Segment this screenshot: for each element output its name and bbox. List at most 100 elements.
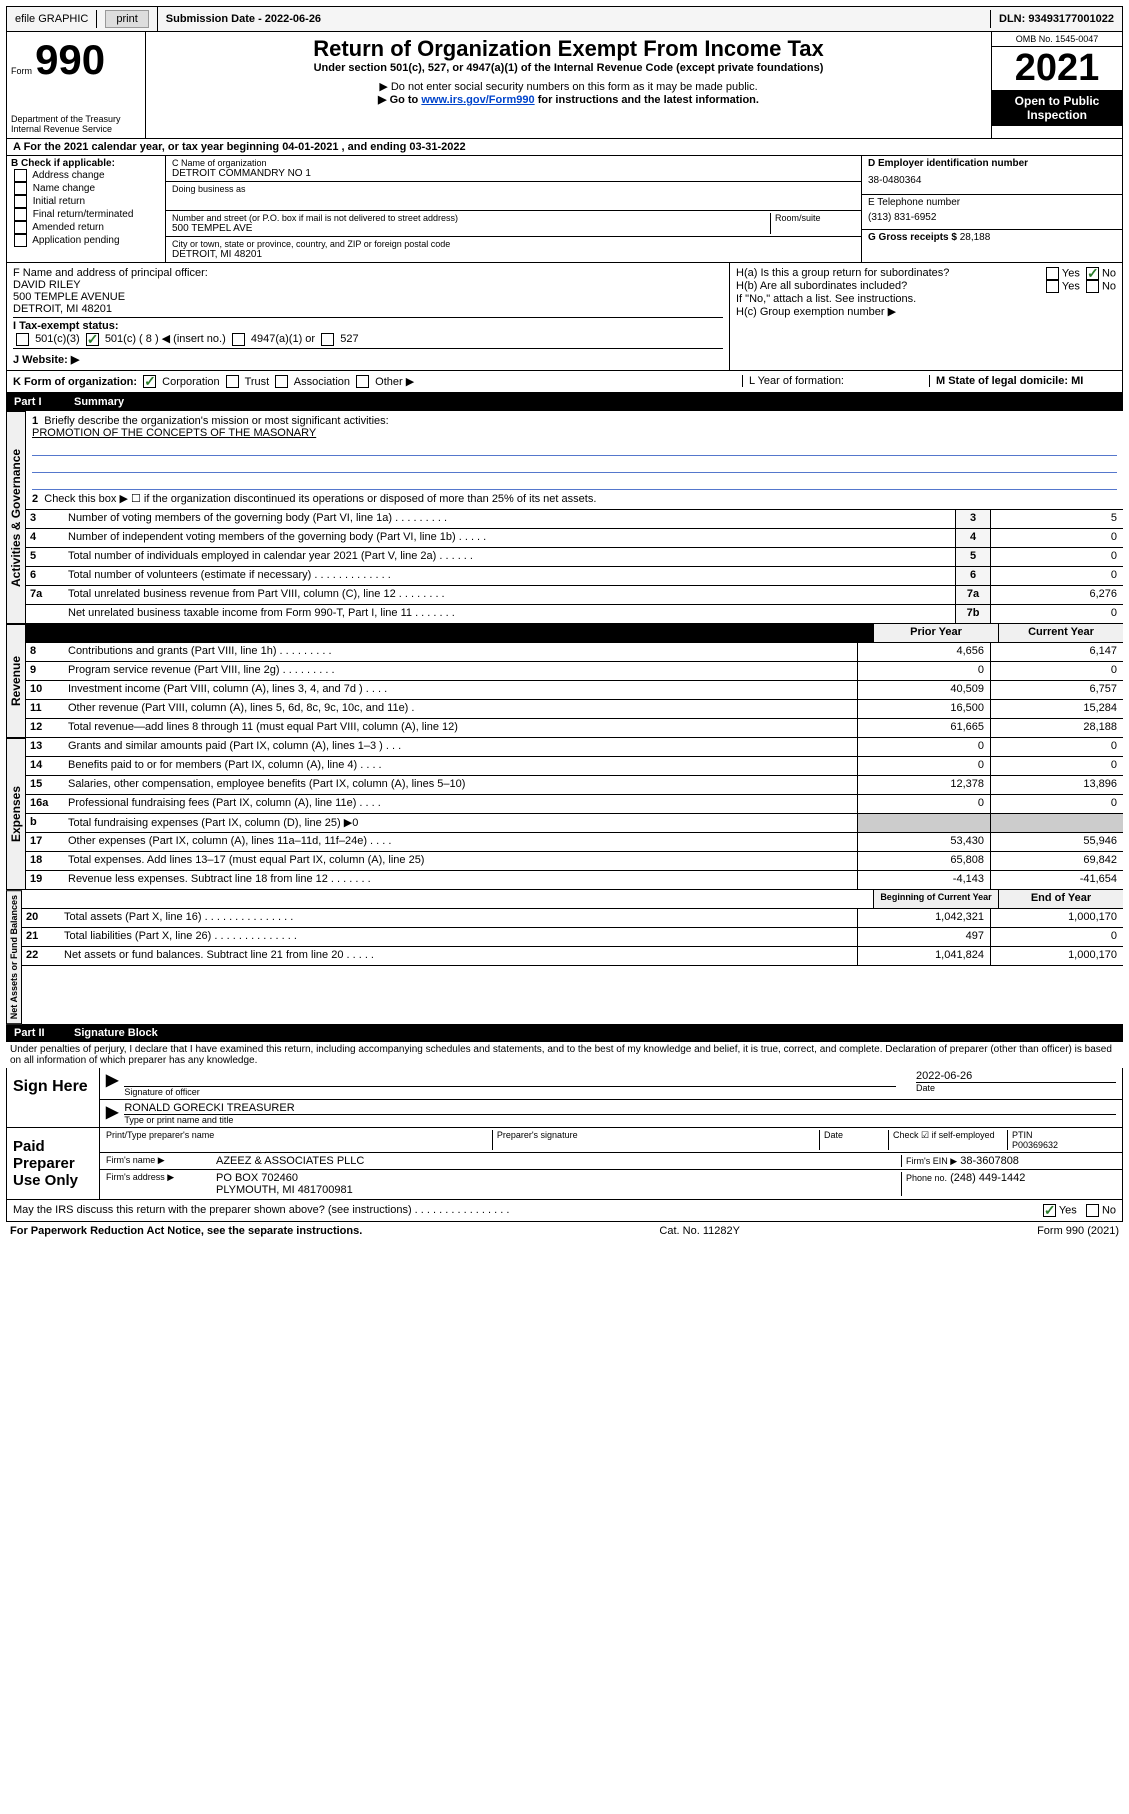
dba-label: Doing business as: [172, 184, 855, 194]
top-bar: efile GRAPHIC print Submission Date - 20…: [6, 6, 1123, 32]
summary-expenses: Expenses 13Grants and similar amounts pa…: [6, 738, 1123, 890]
cb-may-no[interactable]: [1086, 1204, 1099, 1217]
table-row: 4Number of independent voting members of…: [26, 529, 1123, 548]
phone: (313) 831-6952: [868, 208, 1116, 227]
table-row: 17Other expenses (Part IX, column (A), l…: [26, 833, 1123, 852]
print-button[interactable]: print: [105, 10, 148, 28]
cb-may-yes[interactable]: [1043, 1204, 1056, 1217]
date-h: Date: [820, 1130, 889, 1150]
open-inspection: Open to Public Inspection: [992, 90, 1122, 126]
vlabel-net: Net Assets or Fund Balances: [6, 890, 22, 1024]
table-row: 6Total number of volunteers (estimate if…: [26, 567, 1123, 586]
b-label: B Check if applicable:: [11, 158, 161, 169]
officer-printed: RONALD GORECKI TREASURER: [124, 1102, 1116, 1115]
firm-ein: 38-3607808: [960, 1155, 1019, 1167]
irs-link[interactable]: www.irs.gov/Form990: [421, 94, 534, 106]
cb-assoc[interactable]: [275, 375, 288, 388]
prep-sig-h: Preparer's signature: [493, 1130, 820, 1150]
table-row: 15Salaries, other compensation, employee…: [26, 776, 1123, 795]
col-begin: Beginning of Current Year: [873, 890, 998, 908]
irs-label: Internal Revenue Service: [11, 124, 141, 134]
section-klm: K Form of organization: Corporation Trus…: [6, 371, 1123, 394]
sign-here-label: Sign Here: [7, 1068, 99, 1127]
cb-name-change[interactable]: [14, 182, 27, 195]
footer-right: Form 990 (2021): [1037, 1225, 1119, 1237]
summary-netassets: Net Assets or Fund Balances Beginning of…: [6, 890, 1123, 1024]
paid-preparer-label: Paid Preparer Use Only: [7, 1128, 99, 1199]
table-row: 9Program service revenue (Part VIII, lin…: [26, 662, 1123, 681]
cb-501c3[interactable]: [16, 333, 29, 346]
arrow-icon: ▶: [106, 1070, 118, 1097]
org-name: DETROIT COMMANDRY NO 1: [172, 168, 855, 179]
ha-label: H(a) Is this a group return for subordin…: [736, 267, 949, 280]
paid-preparer-block: Paid Preparer Use Only Print/Type prepar…: [6, 1128, 1123, 1200]
submission-date: Submission Date - 2022-06-26: [158, 10, 991, 28]
table-row: 21Total liabilities (Part X, line 26) . …: [22, 928, 1123, 947]
summary-revenue: Revenue Prior Year Current Year 8Contrib…: [6, 624, 1123, 738]
officer-addr1: 500 TEMPLE AVENUE: [13, 291, 723, 303]
i-label: I Tax-exempt status:: [13, 320, 119, 332]
table-row: 19Revenue less expenses. Subtract line 1…: [26, 871, 1123, 890]
hc-label: H(c) Group exemption number ▶: [736, 305, 1116, 318]
officer-name: DAVID RILEY: [13, 279, 723, 291]
firm-addr: PO BOX 702460: [216, 1172, 901, 1184]
room-label: Room/suite: [775, 213, 855, 223]
efile-label: efile GRAPHIC: [7, 10, 97, 28]
cb-ha-no[interactable]: [1086, 267, 1099, 280]
form-title: Return of Organization Exempt From Incom…: [150, 36, 987, 62]
table-row: 22Net assets or fund balances. Subtract …: [22, 947, 1123, 966]
cb-ha-yes[interactable]: [1046, 267, 1059, 280]
hb-note: If "No," attach a list. See instructions…: [736, 293, 1116, 305]
table-row: 7aTotal unrelated business revenue from …: [26, 586, 1123, 605]
dept-treasury: Department of the Treasury: [11, 114, 141, 124]
table-row: 3Number of voting members of the governi…: [26, 510, 1123, 529]
cb-4947[interactable]: [232, 333, 245, 346]
cb-other[interactable]: [356, 375, 369, 388]
cb-address-change[interactable]: [14, 169, 27, 182]
vlabel-governance: Activities & Governance: [6, 411, 26, 624]
table-row: bTotal fundraising expenses (Part IX, co…: [26, 814, 1123, 833]
sign-here-block: Sign Here ▶ Signature of officer 2022-06…: [6, 1068, 1123, 1128]
cb-527[interactable]: [321, 333, 334, 346]
col-current: Current Year: [998, 624, 1123, 642]
table-row: 5Total number of individuals employed in…: [26, 548, 1123, 567]
j-website: J Website: ▶: [13, 348, 723, 366]
table-row: 12Total revenue—add lines 8 through 11 (…: [26, 719, 1123, 738]
ein: 38-0480364: [868, 169, 1116, 192]
note-goto-pre: ▶ Go to: [378, 94, 421, 106]
col-prior: Prior Year: [873, 624, 998, 642]
cb-corp[interactable]: [143, 375, 156, 388]
cb-hb-yes[interactable]: [1046, 280, 1059, 293]
m-state: M State of legal domicile: MI: [929, 375, 1116, 387]
vlabel-expenses: Expenses: [6, 738, 26, 890]
form-header: Form 990 Department of the Treasury Inte…: [6, 32, 1123, 139]
gross-receipts: 28,188: [960, 232, 991, 243]
cb-initial-return[interactable]: [14, 195, 27, 208]
firm-name: AZEEZ & ASSOCIATES PLLC: [216, 1155, 901, 1167]
table-row: 10Investment income (Part VIII, column (…: [26, 681, 1123, 700]
table-row: 13Grants and similar amounts paid (Part …: [26, 738, 1123, 757]
ptin-value: P00369632: [1012, 1140, 1112, 1150]
line-a: A For the 2021 calendar year, or tax yea…: [6, 139, 1123, 156]
declaration: Under penalties of perjury, I declare th…: [6, 1042, 1123, 1068]
e-label: E Telephone number: [868, 197, 1116, 208]
firm-phone: (248) 449-1442: [950, 1172, 1025, 1184]
table-row: 20Total assets (Part X, line 16) . . . .…: [22, 909, 1123, 928]
cb-hb-no[interactable]: [1086, 280, 1099, 293]
form-number: 990: [35, 36, 105, 83]
l-year: L Year of formation:: [742, 375, 929, 387]
sig-date: 2022-06-26: [916, 1070, 1116, 1083]
section-b-to-g: B Check if applicable: Address change Na…: [6, 156, 1123, 263]
city-label: City or town, state or province, country…: [172, 239, 855, 249]
date-label: Date: [916, 1083, 1116, 1093]
cb-pending[interactable]: [14, 234, 27, 247]
note-goto-post: for instructions and the latest informat…: [538, 94, 759, 106]
note-ssn: ▶ Do not enter social security numbers o…: [150, 80, 987, 93]
d-label: D Employer identification number: [868, 158, 1116, 169]
cb-501c[interactable]: [86, 333, 99, 346]
table-row: Net unrelated business taxable income fr…: [26, 605, 1123, 624]
cb-trust[interactable]: [226, 375, 239, 388]
cb-amended[interactable]: [14, 221, 27, 234]
firm-addr2: PLYMOUTH, MI 481700981: [216, 1184, 901, 1196]
cb-final-return[interactable]: [14, 208, 27, 221]
